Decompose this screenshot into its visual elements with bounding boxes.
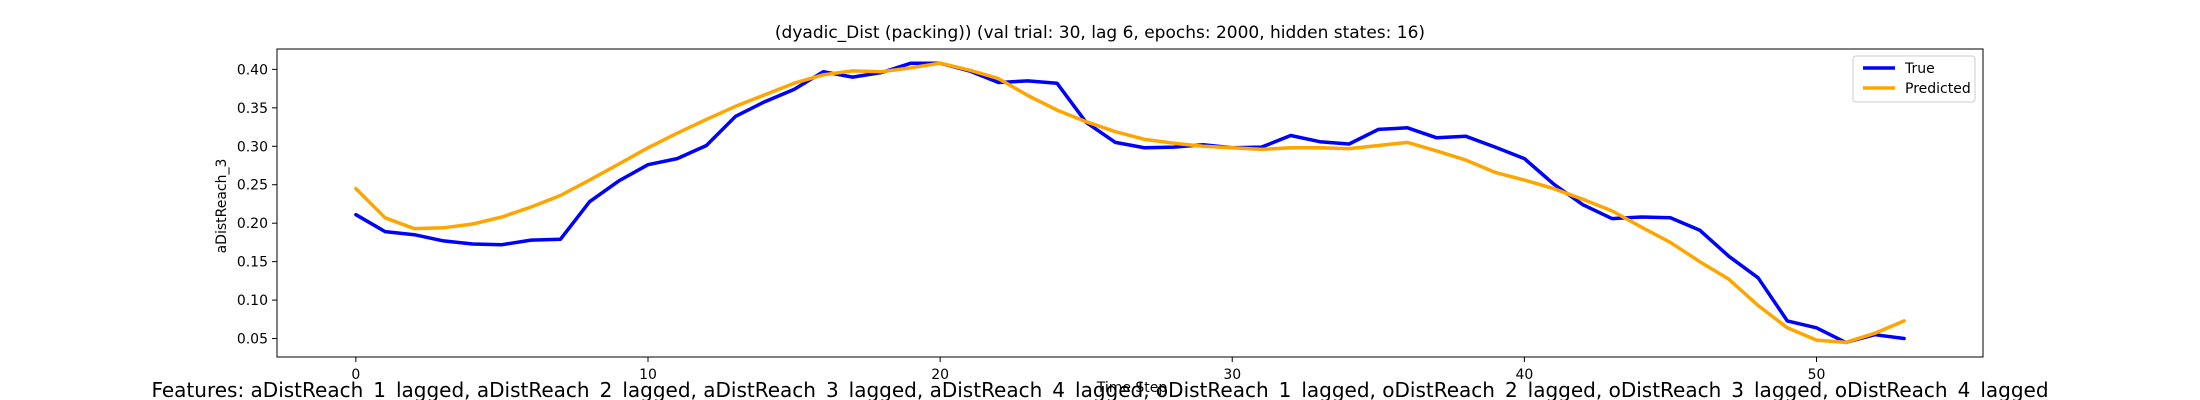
legend-label-predicted: Predicted — [1905, 81, 1971, 97]
features-caption: Features: aDistReach_1_lagged, aDistReac… — [151, 378, 2048, 400]
series-layer — [354, 61, 1906, 345]
x-tick-label: 0 — [351, 367, 360, 383]
y-tick-label: 0.40 — [237, 62, 268, 78]
x-tick-label: 50 — [1808, 367, 1826, 383]
y-tick-label: 0.30 — [237, 139, 268, 155]
chart-title: (dyadic_Dist (packing)) (val trial: 30, … — [775, 23, 1425, 43]
x-tick-label: 40 — [1515, 367, 1533, 383]
y-axis: 0.05 0.10 0.15 0.20 0.25 0.30 0.35 0.40 — [237, 62, 277, 348]
x-axis: 0 10 20 30 40 50 — [351, 357, 1825, 383]
series-line-predicted — [354, 61, 1906, 345]
plot-frame — [276, 48, 1984, 358]
y-tick-label: 0.35 — [237, 101, 268, 117]
y-tick-label: 0.15 — [237, 255, 268, 271]
y-tick-label: 0.25 — [237, 178, 268, 194]
x-tick-label: 20 — [931, 367, 949, 383]
x-tick-label: 10 — [639, 367, 657, 383]
y-tick-label: 0.05 — [237, 332, 268, 348]
x-tick-label: 30 — [1223, 367, 1241, 383]
x-axis-label: Time Step — [1096, 380, 1168, 396]
series-line-true — [354, 61, 1906, 345]
legend: True Predicted — [1852, 55, 1976, 103]
y-tick-label: 0.10 — [237, 293, 268, 309]
y-axis-label: aDistReach_3 — [214, 159, 230, 254]
y-tick-label: 0.20 — [237, 216, 268, 232]
plot-area — [276, 48, 1984, 358]
legend-label-true: True — [1904, 61, 1935, 77]
